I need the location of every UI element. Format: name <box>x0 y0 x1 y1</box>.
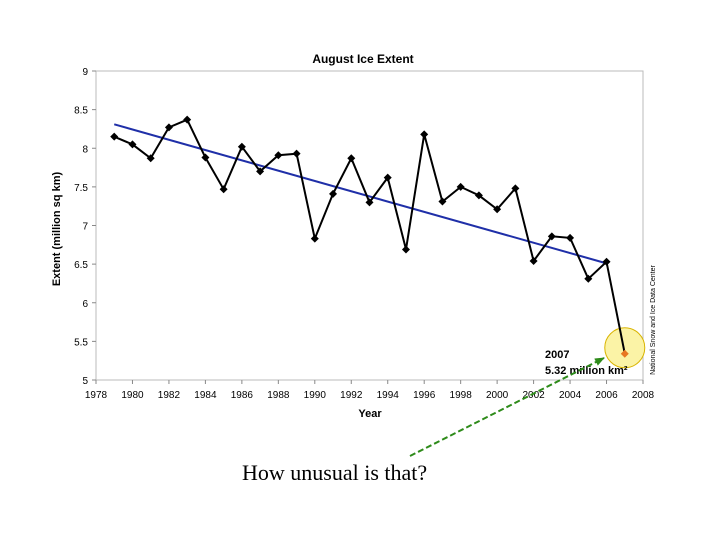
data-point <box>347 154 356 163</box>
y-axis-title: Extent (million sq km) <box>51 172 63 287</box>
data-point <box>164 123 173 132</box>
y-tick-label: 7 <box>82 222 88 233</box>
chart-title: August Ice Extent <box>312 52 413 66</box>
data-point <box>547 232 556 241</box>
y-tick-label: 7.5 <box>74 183 88 194</box>
data-point <box>256 167 265 176</box>
data-point <box>566 233 575 242</box>
data-point <box>128 140 137 149</box>
x-tick-label: 1986 <box>231 390 254 401</box>
x-tick-label: 2008 <box>632 390 655 401</box>
series-layer <box>110 115 646 369</box>
data-point <box>602 257 611 266</box>
x-tick-label: 1994 <box>377 390 400 401</box>
source-credit: National Snow and Ice Data Center <box>650 264 657 374</box>
x-tick-label: 1992 <box>340 390 363 401</box>
x-tick-label: 2000 <box>486 390 509 401</box>
highlight-halo <box>604 327 646 369</box>
x-tick-label: 1996 <box>413 390 436 401</box>
data-point <box>219 185 228 194</box>
data-point <box>237 142 246 151</box>
data-point <box>383 173 392 182</box>
highlight-value-label: 5.32 million km² <box>545 365 628 377</box>
x-tick-label: 2004 <box>559 390 582 401</box>
data-point <box>438 197 447 206</box>
x-tick-label: 1980 <box>121 390 144 401</box>
callout-arrow <box>409 357 605 457</box>
data-point <box>201 153 210 162</box>
data-point <box>493 205 502 214</box>
data-point <box>456 182 465 191</box>
x-tick-label: 1990 <box>304 390 327 401</box>
data-point <box>183 115 192 124</box>
x-tick-label: 2002 <box>522 390 545 401</box>
caption-text: How unusual is that? <box>242 460 428 485</box>
plot-area <box>95 70 644 381</box>
data-point <box>274 151 283 160</box>
data-point <box>365 198 374 207</box>
x-tick-label: 1984 <box>194 390 217 401</box>
x-tick-label: 2006 <box>595 390 618 401</box>
y-tick-label: 8 <box>82 144 88 155</box>
x-axis-title: Year <box>358 408 382 420</box>
axis-ticks: 5 5.5 6 6.5 7 7.5 8 8.5 9 1978 1980 1982 1984 1986 198… <box>74 67 654 401</box>
x-tick-label: 1982 <box>158 390 181 401</box>
data-point <box>110 132 119 141</box>
y-tick-label: 9 <box>82 67 88 78</box>
plot-border <box>95 70 644 381</box>
y-tick-label: 5 <box>82 376 88 387</box>
data-point <box>420 130 429 139</box>
data-point <box>511 184 520 193</box>
trend-line <box>113 123 607 265</box>
data-point <box>584 274 593 283</box>
x-tick-label: 1998 <box>450 390 473 401</box>
highlight-year-label: 2007 <box>545 349 569 361</box>
y-tick-label: 6.5 <box>74 260 88 271</box>
data-point <box>529 257 538 266</box>
highlight-point <box>620 349 629 358</box>
y-tick-label: 5.5 <box>74 337 88 348</box>
x-tick-label: 1978 <box>85 390 108 401</box>
data-point <box>292 149 301 158</box>
chart-labels: August Ice Extent Year Extent (million s… <box>51 52 657 420</box>
data-point <box>474 191 483 200</box>
data-point <box>310 234 319 243</box>
data-point <box>401 245 410 254</box>
y-tick-label: 8.5 <box>74 106 88 117</box>
data-point <box>329 189 338 198</box>
data-point <box>146 154 155 163</box>
x-tick-label: 1988 <box>267 390 290 401</box>
y-tick-label: 6 <box>82 299 88 310</box>
